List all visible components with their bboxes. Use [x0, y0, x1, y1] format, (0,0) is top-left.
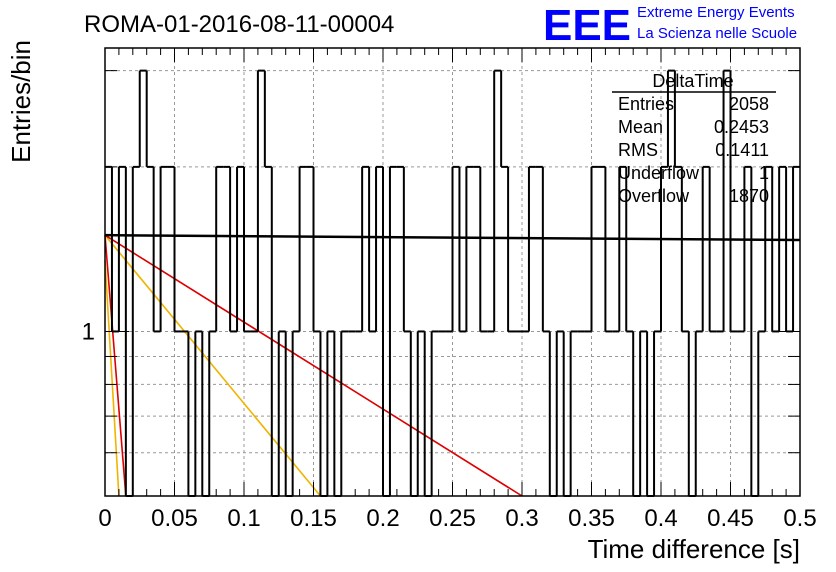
stats-label: Overflow [618, 186, 690, 206]
stats-box: DeltaTime Entries 2058 Mean 0.2453 RMS 0.1411 U… [612, 71, 776, 206]
stats-value: 0.1411 [715, 140, 769, 160]
x-tick-label: 0.1 [227, 505, 260, 532]
stats-value: 1 [759, 163, 769, 183]
x-tick-label: 0.35 [568, 505, 615, 532]
x-tick-label: 0.05 [151, 505, 198, 532]
stats-label: Mean [618, 117, 663, 137]
x-axis-label: Time difference [s] [588, 534, 800, 564]
y-axis-label: Entries/bin [6, 40, 36, 163]
stats-label: Underflow [618, 163, 700, 183]
x-tick-label: 0 [98, 505, 111, 532]
x-tick-label: 0.15 [290, 505, 337, 532]
fit-line-red [104, 235, 127, 497]
stats-value: 0.2453 [714, 117, 769, 137]
x-tick-label: 0.2 [366, 505, 399, 532]
axes: 0 0.05 0.1 0.15 0.2 0.25 0.3 0.35 0.4 0.45 0.5 1 [82, 47, 817, 532]
stats-value: 2058 [729, 94, 769, 114]
eee-logo: EEE [543, 1, 631, 50]
stats-title: DeltaTime [652, 71, 733, 91]
fit-line-orange [104, 260, 120, 497]
fit-line-orange [104, 234, 322, 497]
stats-label: RMS [618, 140, 658, 160]
stats-label: Entries [618, 94, 674, 114]
x-tick-label: 0.45 [707, 505, 754, 532]
run-title: ROMA-01-2016-08-11-00004 [84, 11, 394, 38]
x-tick-label: 0.3 [505, 505, 538, 532]
logo-line-2: La Scienza nelle Scuole [637, 25, 797, 42]
y-tick-label: 1 [82, 318, 95, 345]
logo-line-1: Extreme Energy Events [637, 4, 795, 21]
histogram-bars [105, 69, 800, 497]
x-tick-label: 0.25 [429, 505, 476, 532]
stats-value: 1870 [729, 186, 769, 206]
x-tick-label: 0.5 [783, 505, 816, 532]
x-tick-label: 0.4 [644, 505, 677, 532]
